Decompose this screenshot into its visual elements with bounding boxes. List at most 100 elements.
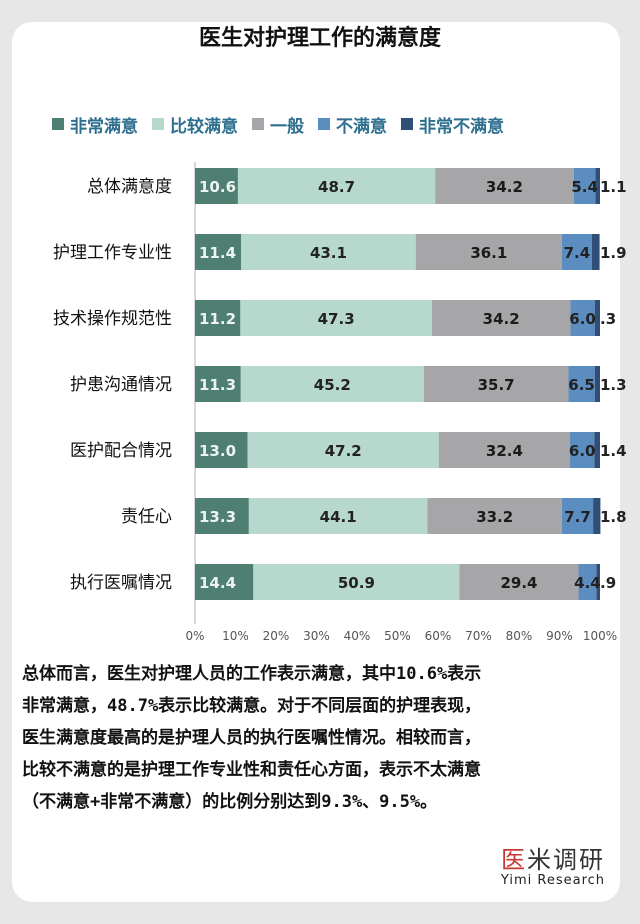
bar-segment <box>237 168 436 204</box>
data-label: 34.2 <box>483 310 520 328</box>
data-label: 48.7 <box>318 178 355 196</box>
data-label: 45.2 <box>314 376 351 394</box>
data-label: 47.2 <box>325 442 362 460</box>
brand-logo: 医米调研 Yimi Research <box>488 840 618 888</box>
bar-segment <box>415 234 562 270</box>
category-label: 技术操作规范性 <box>53 309 172 329</box>
bar-segment <box>459 564 579 600</box>
x-tick-label: 30% <box>303 629 330 643</box>
legend-item: 一般 <box>252 112 304 137</box>
bar-segment <box>438 432 571 468</box>
bar-segment <box>431 300 571 336</box>
x-tick-label: 80% <box>506 629 533 643</box>
data-label: 1.1 <box>600 178 627 196</box>
legend-item: 不满意 <box>318 112 387 137</box>
bar-segment <box>596 564 600 600</box>
data-label: 1.8 <box>600 508 627 526</box>
data-label: 7.4 <box>564 244 591 262</box>
data-label: .9 <box>600 574 616 592</box>
data-label: 32.4 <box>486 442 523 460</box>
bar-segment <box>253 564 460 600</box>
data-label: 34.2 <box>486 178 523 196</box>
bar-segment <box>195 498 249 534</box>
category-label: 责任心 <box>121 507 172 527</box>
bar-segment <box>195 234 242 270</box>
data-label: 1.9 <box>600 244 627 262</box>
legend-label: 不满意 <box>336 116 387 137</box>
legend-swatch <box>152 118 164 130</box>
bar-segment <box>248 498 428 534</box>
chart-title: 医生对护理工作的满意度 <box>198 26 441 51</box>
data-label: 43.1 <box>310 244 347 262</box>
data-label: 44.1 <box>320 508 357 526</box>
bar-segment <box>435 168 574 204</box>
data-label: 50.9 <box>338 574 375 592</box>
category-label: 医护配合情况 <box>70 441 172 461</box>
legend-item: 比较满意 <box>152 112 238 137</box>
x-tick-label: 90% <box>546 629 573 643</box>
legend-swatch <box>252 118 264 130</box>
data-label: 36.1 <box>470 244 507 262</box>
x-tick-label: 50% <box>384 629 411 643</box>
bar-segment <box>578 564 597 600</box>
category-label: 执行医嘱情况 <box>70 573 172 593</box>
bar-segment <box>247 432 439 468</box>
data-label: 10.6 <box>199 178 236 196</box>
bar-segment <box>568 366 595 402</box>
data-label: 1.4 <box>600 442 627 460</box>
bar-segment <box>594 432 600 468</box>
bar-segment <box>570 300 595 336</box>
legend-item: 非常满意 <box>52 112 138 137</box>
bar-segment <box>573 168 596 204</box>
bar-segment <box>594 300 600 336</box>
legend-swatch <box>401 118 413 130</box>
x-tick-label: 60% <box>425 629 452 643</box>
chart-legend: 非常满意 比较满意 一般 不满意 非常不满意 <box>52 112 504 137</box>
x-tick-label: 100% <box>583 629 617 643</box>
legend-label: 比较满意 <box>170 116 238 137</box>
data-label: 29.4 <box>500 574 537 592</box>
summary-paragraph: 总体而言，医生对护理人员的工作表示满意，其中10.6%表示 非常满意，48.7%… <box>22 664 482 812</box>
data-label: 35.7 <box>478 376 515 394</box>
bar-segment <box>195 168 238 204</box>
data-label: 5.4 <box>571 178 598 196</box>
logo-english: Yimi Research <box>500 873 606 888</box>
bar-segment <box>195 564 254 600</box>
legend-label: 非常不满意 <box>419 116 504 137</box>
data-label: 13.0 <box>199 442 236 460</box>
category-label: 护患沟通情况 <box>70 375 172 395</box>
x-tick-label: 10% <box>222 629 249 643</box>
bar-segment <box>195 366 241 402</box>
logo-wordmark: 医米调研 <box>501 846 605 874</box>
bar-segment <box>423 366 569 402</box>
legend-swatch <box>52 118 64 130</box>
bar-segment <box>561 234 592 270</box>
data-label: 47.3 <box>318 310 355 328</box>
data-label: 14.4 <box>199 574 236 592</box>
bar-segment <box>195 432 248 468</box>
data-label: 6.5 <box>568 376 595 394</box>
x-tick-label: 20% <box>263 629 290 643</box>
data-label: 13.3 <box>199 508 236 526</box>
bar-segment <box>427 498 562 534</box>
legend-label: 非常满意 <box>70 116 138 137</box>
x-tick-label: 40% <box>344 629 371 643</box>
bar-segment <box>561 498 594 534</box>
bar-segment <box>241 234 416 270</box>
legend-label: 一般 <box>270 116 304 137</box>
data-label: .3 <box>600 310 616 328</box>
x-tick-label: 70% <box>465 629 492 643</box>
bar-segment <box>570 432 595 468</box>
bar-segment <box>593 498 601 534</box>
data-label: 6.0 <box>569 442 596 460</box>
data-label: 11.2 <box>199 310 236 328</box>
bar-segment <box>591 234 600 270</box>
category-label: 总体满意度 <box>87 177 172 197</box>
data-label: 33.2 <box>476 508 513 526</box>
legend-swatch <box>318 118 330 130</box>
bar-segment <box>240 366 424 402</box>
bar-segment <box>594 366 600 402</box>
category-label: 护理工作专业性 <box>53 243 172 263</box>
data-label: 1.3 <box>600 376 627 394</box>
data-label: 11.3 <box>199 376 236 394</box>
